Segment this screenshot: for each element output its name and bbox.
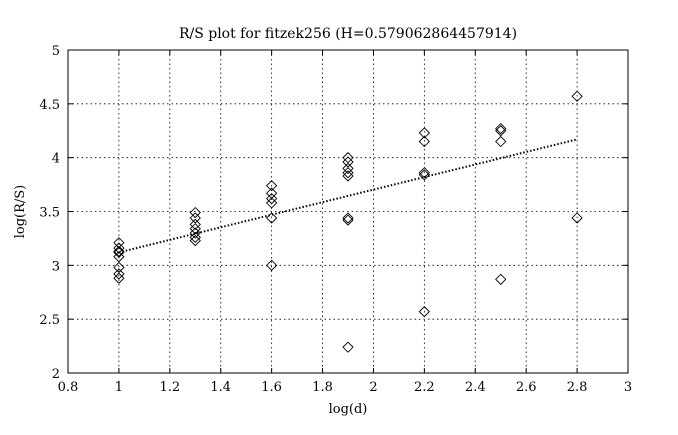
data-point-diamond — [418, 169, 431, 181]
data-point-diamond — [113, 242, 125, 254]
y-axis-label: log(R/S) — [13, 185, 28, 239]
data-point-diamond — [113, 261, 125, 274]
x-tick-label: 2.2 — [414, 380, 435, 395]
y-tick-label: 4 — [52, 152, 60, 167]
data-point-diamond — [189, 223, 201, 235]
data-point-diamond — [189, 206, 201, 219]
data-point-diamond — [113, 272, 125, 284]
data-point-diamond — [495, 135, 507, 148]
data-point-diamond — [265, 259, 278, 271]
x-tick-label: 2.8 — [567, 380, 588, 395]
data-point-diamond — [265, 212, 278, 224]
y-tick-label: 2 — [52, 367, 60, 382]
data-point-diamond — [495, 122, 507, 135]
x-tick-label: 3 — [624, 380, 632, 395]
x-tick-label: 1.8 — [312, 380, 333, 395]
x-tick-label: 1.4 — [210, 380, 231, 395]
data-point-diamond — [418, 135, 431, 148]
data-point-diamond — [265, 192, 278, 205]
y-tick-label: 3 — [52, 259, 60, 274]
data-point-diamond — [342, 156, 354, 168]
chart-title: R/S plot for fitzek256 (H=0.579062864457… — [179, 26, 517, 42]
data-point-diamond — [342, 152, 354, 164]
data-point-diamond — [265, 197, 278, 209]
data-point-diamond — [113, 268, 125, 280]
y-tick-label: 5 — [52, 44, 60, 59]
x-tick-label: 2 — [369, 380, 377, 395]
data-point-diamond — [571, 212, 583, 224]
grid-lines — [68, 50, 628, 373]
x-tick-label: 1 — [115, 380, 123, 395]
data-point-diamond — [418, 167, 431, 179]
fit-line — [118, 138, 578, 254]
y-tick-label: 3.5 — [39, 206, 60, 221]
data-point-diamond — [113, 251, 125, 263]
data-point-diamond — [495, 125, 507, 137]
data-point-diamond — [342, 212, 354, 224]
x-tick-label: 0.8 — [58, 380, 79, 395]
data-point-diamond — [189, 218, 201, 231]
data-point-diamond — [189, 234, 201, 247]
data-point-diamond — [113, 245, 125, 257]
data-point-diamond — [189, 231, 201, 243]
x-tick-label: 1.6 — [261, 380, 282, 395]
data-point-diamond — [189, 227, 201, 239]
x-axis-label: log(d) — [329, 402, 368, 417]
data-point-diamond — [265, 180, 278, 192]
data-point-diamond — [342, 341, 354, 353]
data-point-diamond — [342, 162, 354, 175]
data-point-diamond — [342, 214, 354, 226]
data-point-diamond — [418, 127, 431, 139]
x-tick-label: 2.6 — [516, 380, 537, 395]
data-point-diamond — [495, 273, 507, 285]
data-point-diamond — [189, 212, 201, 224]
data-points — [113, 90, 583, 353]
axis-ticks: 0.8 1 1.2 1.4 1.6 1.8 2 2.2 2.4 2.6 2.8 3 2 2.5 3 3.5 4 4… — [39, 44, 632, 395]
x-tick-label: 2.4 — [465, 380, 486, 395]
fit-line-group — [118, 138, 578, 254]
data-point-diamond — [571, 90, 583, 102]
y-tick-label: 4.5 — [39, 98, 60, 113]
data-point-diamond — [418, 305, 431, 318]
y-tick-label: 2.5 — [39, 313, 60, 328]
data-point-diamond — [342, 170, 354, 182]
x-tick-label: 1.2 — [159, 380, 180, 395]
data-point-diamond — [342, 167, 354, 179]
